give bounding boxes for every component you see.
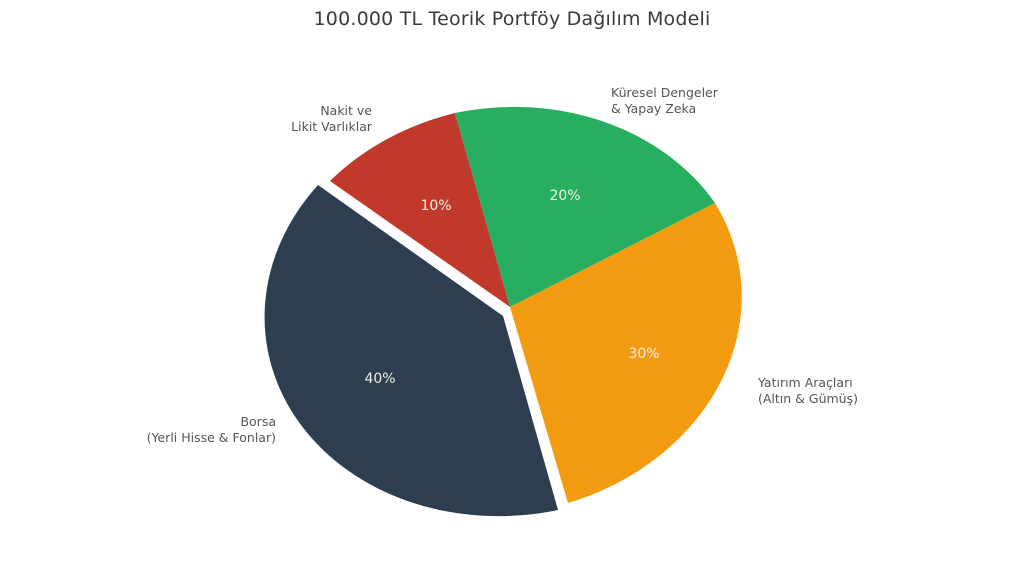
label-borsa-line1: Borsa xyxy=(240,414,276,429)
slice-nakit[interactable] xyxy=(330,113,510,307)
pct-kuresel: 20% xyxy=(549,188,580,204)
label-kuresel-line2: & Yapay Zeka xyxy=(611,101,697,116)
pct-yatirim: 30% xyxy=(628,346,659,362)
label-yatirim-line1: Yatırım Araçları xyxy=(758,375,853,390)
label-kuresel-line1: Küresel Dengeler xyxy=(611,85,718,100)
label-yatirim-line2: (Altın & Gümüş) xyxy=(758,391,858,406)
label-yatirim: Yatırım Araçları (Altın & Gümüş) xyxy=(758,375,858,407)
label-nakit: Nakit ve Likit Varlıklar xyxy=(291,103,372,135)
label-borsa: Borsa (Yerli Hisse & Fonlar) xyxy=(147,414,276,446)
label-nakit-line1: Nakit ve xyxy=(320,103,372,118)
pct-nakit: 10% xyxy=(420,198,451,214)
label-nakit-line2: Likit Varlıklar xyxy=(291,119,372,134)
chart-title: 100.000 TL Teorik Portföy Dağılım Modeli xyxy=(313,8,711,30)
label-borsa-line2: (Yerli Hisse & Fonlar) xyxy=(146,430,276,445)
slice-kuresel[interactable] xyxy=(455,106,715,308)
pct-borsa: 40% xyxy=(364,371,395,387)
label-kuresel: Küresel Dengeler & Yapay Zeka xyxy=(611,85,718,117)
slice-borsa[interactable] xyxy=(264,185,558,517)
slice-yatirim[interactable] xyxy=(510,203,742,503)
